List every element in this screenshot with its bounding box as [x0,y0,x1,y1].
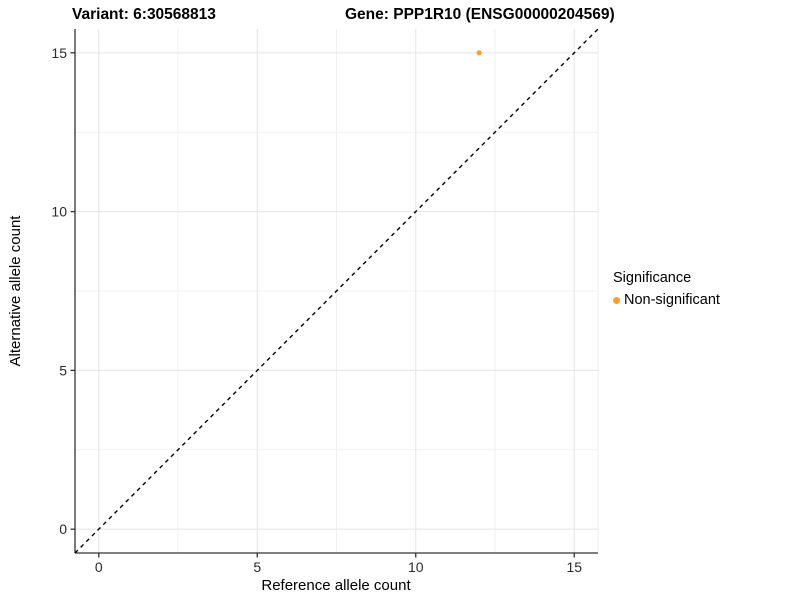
y-tick-label: 15 [51,45,67,61]
variant-title: Variant: 6:30568813 [72,6,216,23]
x-axis-title: Reference allele count [261,577,411,594]
data-points [476,50,482,56]
legend-label: Non-significant [624,292,720,308]
legend-title: Significance [613,270,692,286]
gene-title: Gene: PPP1R10 (ENSG00000204569) [345,6,615,23]
axis-lines [74,29,598,554]
y-tick-label: 0 [59,521,67,537]
y-tick-label: 10 [51,204,67,220]
y-tick-label: 5 [59,362,67,378]
x-tick-label: 10 [408,559,424,575]
y-axis-title: Alternative allele count [7,215,24,367]
major-gridlines [75,29,599,553]
legend: Significance Non-significant [613,268,720,310]
legend-point-icon [613,296,620,304]
identity-dashed-line [74,28,599,554]
identity-line [74,28,599,554]
minor-gridlines [75,29,598,553]
data-point [476,50,482,56]
x-tick-label: 0 [95,559,103,575]
legend-item: Non-significant [613,290,720,310]
x-tick-label: 5 [253,559,261,575]
legend-items: Non-significant [613,290,720,310]
tick-labels: 0 5 10 15 0 5 10 15 [51,45,582,575]
x-tick-label: 15 [566,559,582,575]
axis-ticks [70,52,575,558]
